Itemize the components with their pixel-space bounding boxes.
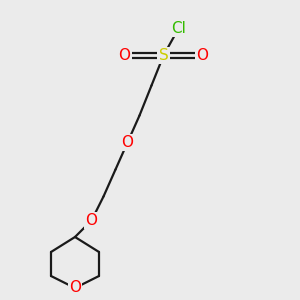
- Text: O: O: [85, 213, 98, 228]
- Text: Cl: Cl: [171, 21, 186, 36]
- Text: O: O: [69, 280, 81, 296]
- Text: O: O: [118, 48, 130, 63]
- Text: O: O: [196, 48, 208, 63]
- Text: S: S: [159, 48, 168, 63]
- Text: O: O: [122, 135, 134, 150]
